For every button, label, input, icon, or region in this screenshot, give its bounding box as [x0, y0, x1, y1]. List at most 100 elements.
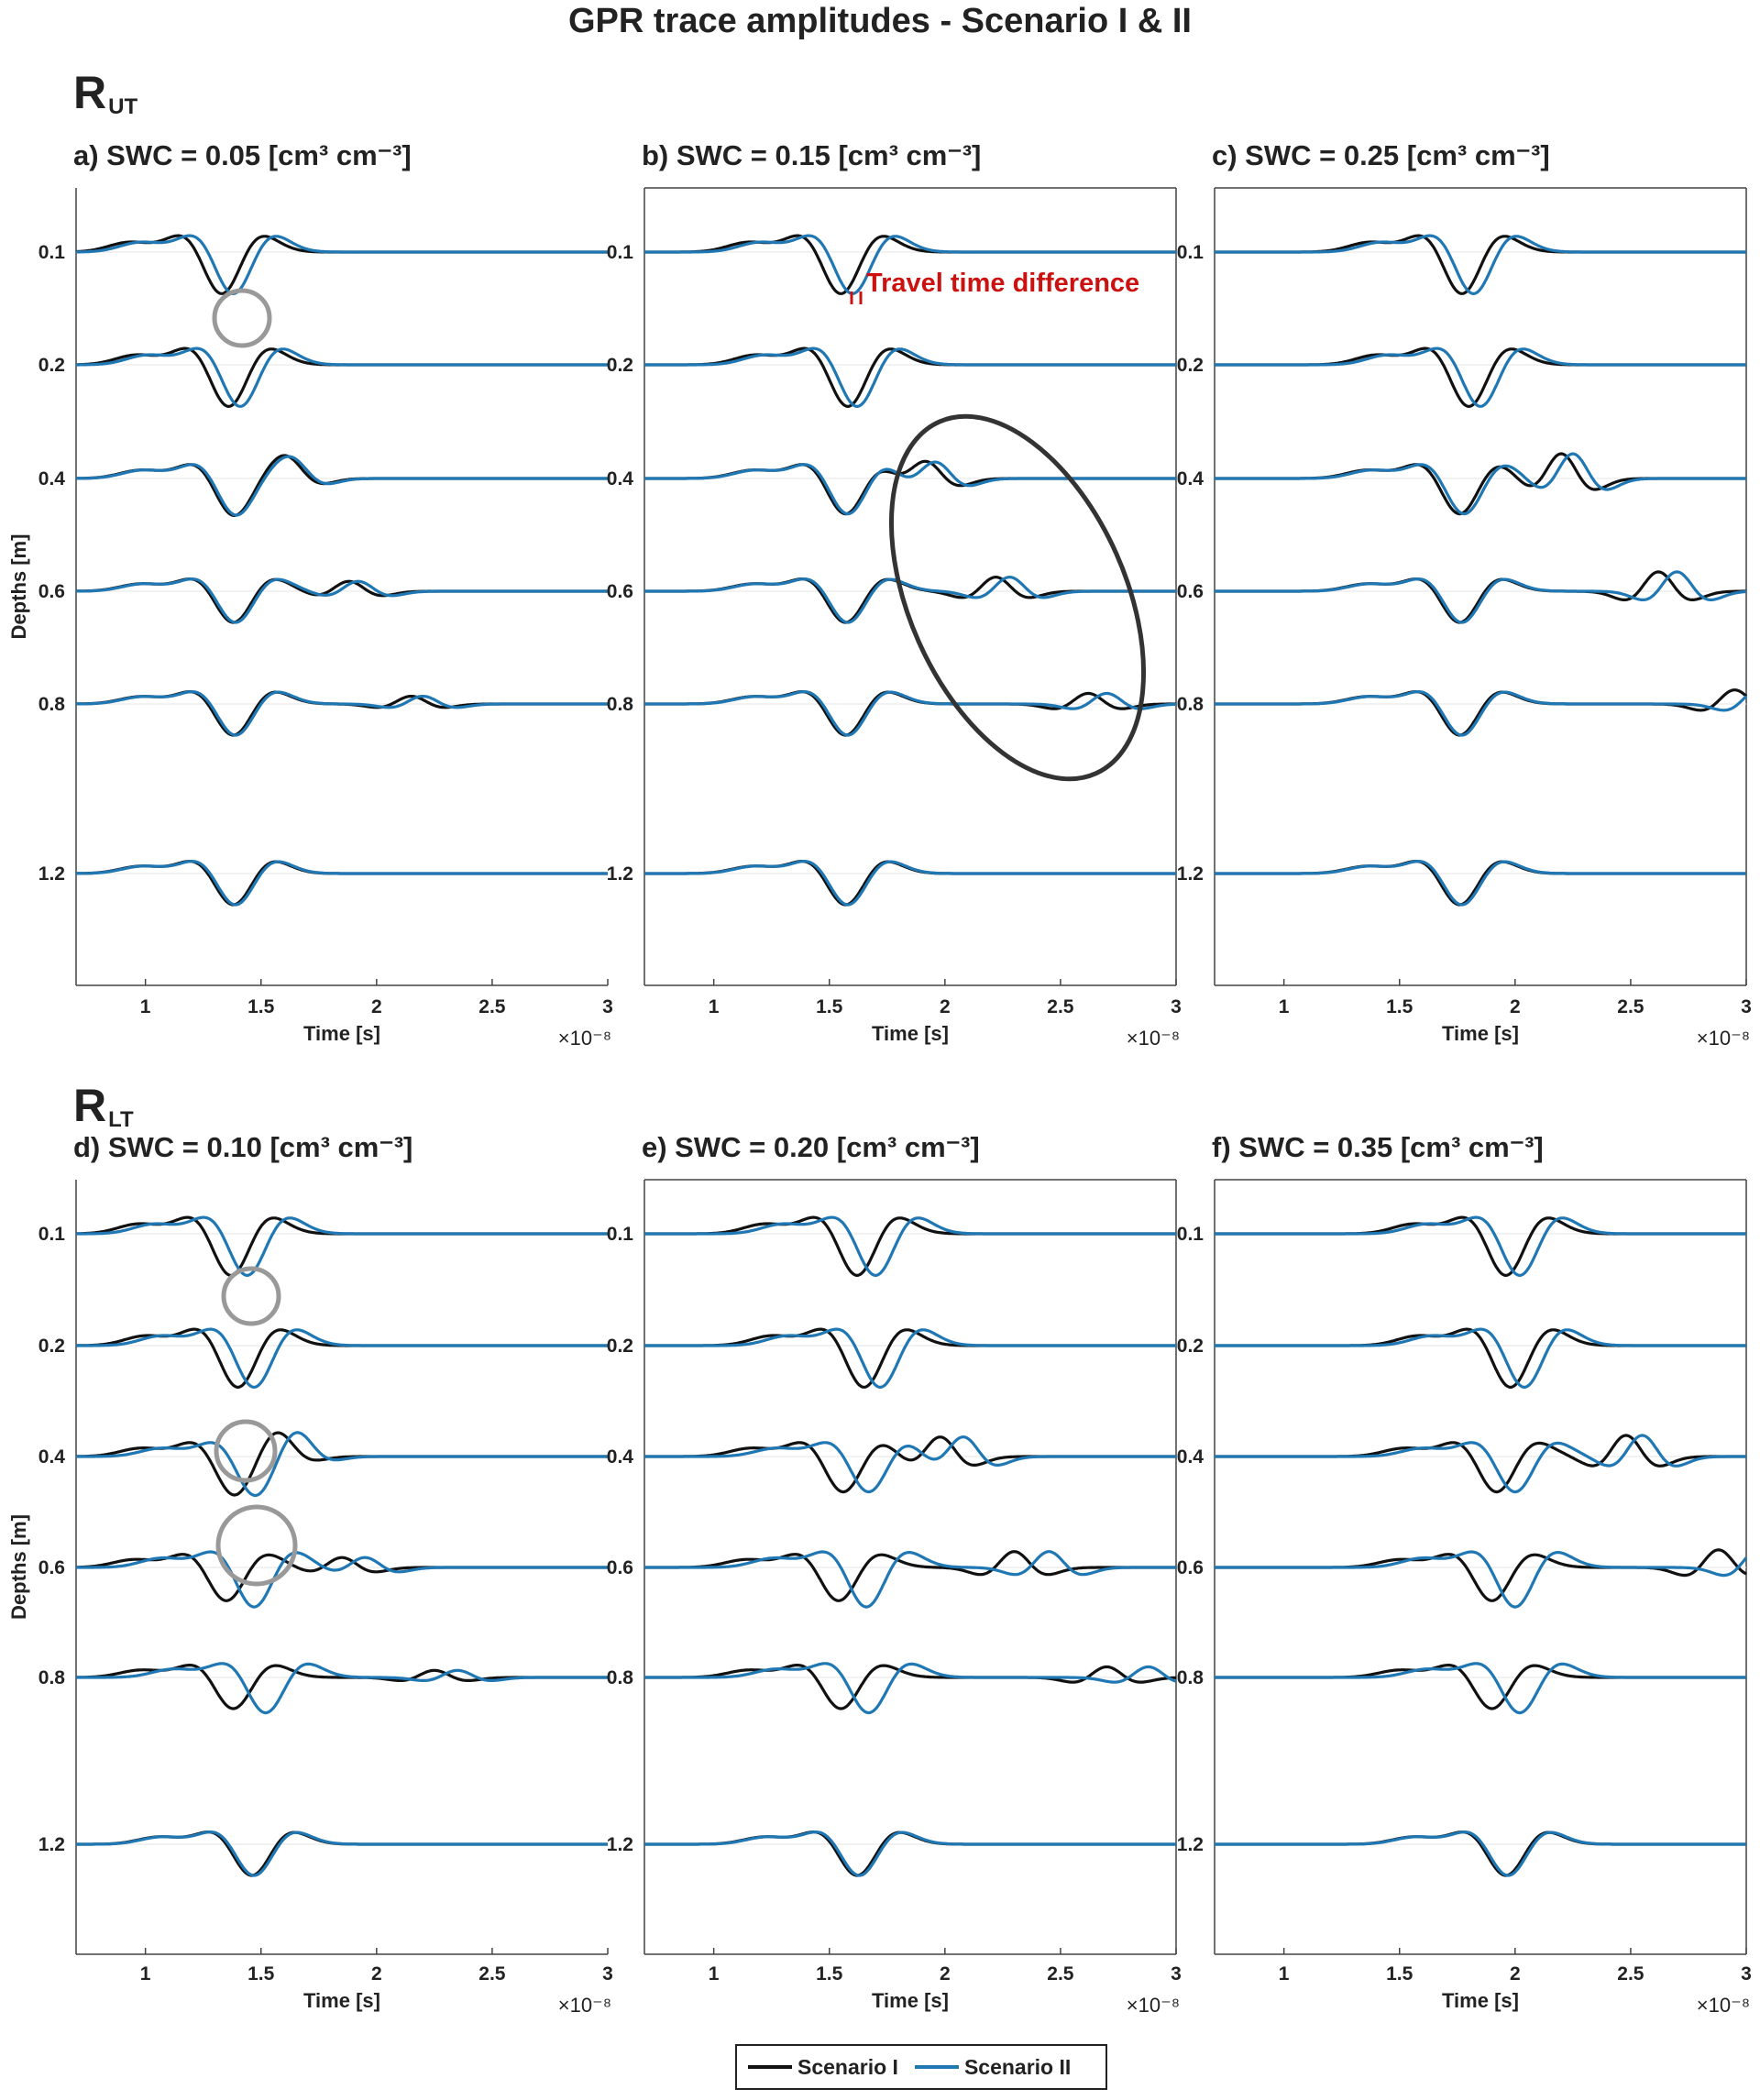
x-tick-label: 2.5 [478, 996, 506, 1017]
depth-label: 0.6 [607, 581, 633, 602]
legend-item-scenario-ii: Scenario II [914, 2054, 1072, 2080]
panel-title: d) SWC = 0.10 [cm³ cm⁻³] [73, 1131, 412, 1163]
x-tick-label: 2.5 [478, 1963, 506, 1985]
trace-scenario-ii [644, 1831, 1177, 1877]
depth-label: 0.6 [1177, 581, 1204, 602]
trace-scenario-i [644, 1215, 1177, 1277]
legend-label: Scenario I [798, 2054, 898, 2079]
trace-scenario-i [1214, 452, 1747, 516]
x-tick-label: 1 [1279, 1963, 1290, 1985]
trace-scenario-ii [75, 1831, 609, 1877]
trace-scenario-i [75, 1553, 609, 1602]
legend-label: Scenario II [963, 2054, 1072, 2079]
trace-scenario-ii [644, 234, 1177, 295]
x-tick-label: 1.5 [248, 1963, 275, 1985]
x-tick-label: 2.5 [1617, 1963, 1644, 1985]
trace-scenario-ii [75, 1662, 609, 1715]
depth-label: 0.4 [38, 468, 66, 489]
trace-scenario-ii [644, 1435, 1177, 1494]
depth-label: 0.4 [1177, 468, 1204, 489]
trace-scenario-ii [1214, 1831, 1747, 1877]
x-axis-label: Time [s] [303, 1022, 380, 1045]
trace-scenario-ii [1214, 1215, 1747, 1277]
depth-label: 0.1 [38, 1224, 66, 1245]
trace-scenario-ii [75, 690, 609, 737]
trace-scenario-ii [644, 860, 1177, 907]
depth-label: 0.8 [607, 1667, 634, 1688]
x-tick-label: 2 [1510, 996, 1521, 1017]
trace-scenario-ii [644, 690, 1177, 737]
depth-label: 0.2 [38, 1336, 65, 1357]
trace-scenario-ii [644, 346, 1177, 408]
trace-scenario-ii [1214, 1327, 1747, 1389]
depth-label: 0.1 [1177, 242, 1204, 263]
depth-label: 0.8 [1177, 1667, 1204, 1688]
trace-scenario-i [75, 234, 609, 295]
x-tick-label: 2 [940, 1963, 951, 1985]
highlight-circle [214, 1419, 278, 1483]
trace-scenario-ii [75, 234, 609, 295]
x-tick-label: 2 [371, 1963, 382, 1985]
trace-scenario-ii [75, 346, 609, 408]
x-axis-label: Time [s] [1442, 1022, 1519, 1045]
y-axis-label: Depths [m] [7, 1514, 30, 1620]
x-axis-label: Time [s] [1442, 1989, 1519, 2012]
trace-scenario-ii [75, 455, 609, 517]
trace-scenario-ii [644, 1662, 1177, 1715]
trace-scenario-ii [1214, 452, 1747, 516]
depth-label: 0.1 [1177, 1224, 1204, 1245]
depth-label: 0.8 [38, 694, 66, 715]
x-tick-label: 3 [1171, 996, 1182, 1017]
highlight-circle [221, 1266, 281, 1326]
depth-label: 0.6 [607, 1557, 633, 1578]
highlight-circle [212, 288, 272, 348]
x-tick-label: 1.5 [816, 996, 843, 1017]
depth-label: 0.2 [1177, 1336, 1204, 1357]
trace-scenario-ii [1214, 234, 1747, 295]
x-tick-label: 2.5 [1617, 996, 1644, 1017]
depth-label: 0.6 [38, 581, 65, 602]
x-tick-label: 1.5 [248, 996, 275, 1017]
x-tick-label: 1 [1279, 996, 1290, 1017]
panel-title: e) SWC = 0.20 [cm³ cm⁻³] [642, 1131, 980, 1163]
depth-label: 0.4 [38, 1446, 66, 1468]
trace-scenario-ii [75, 577, 609, 624]
x-exponent-label: ×10⁻⁸ [1697, 1027, 1750, 1050]
x-exponent-label: ×10⁻⁸ [558, 1027, 611, 1050]
x-tick-label: 3 [1741, 1963, 1752, 1985]
legend-swatch-scenario-ii [914, 2065, 959, 2069]
trace-scenario-ii [644, 1215, 1177, 1277]
x-tick-label: 1 [709, 996, 720, 1017]
trace-scenario-ii [75, 1327, 609, 1389]
x-tick-label: 3 [1171, 1963, 1182, 1985]
depth-label: 0.2 [607, 355, 633, 376]
panel-title: b) SWC = 0.15 [cm³ cm⁻³] [642, 139, 981, 171]
panel-title: f) SWC = 0.35 [cm³ cm⁻³] [1212, 1131, 1544, 1163]
trace-scenario-ii [644, 576, 1177, 624]
x-axis-label: Time [s] [872, 1989, 949, 2012]
depth-label: 0.1 [607, 1224, 634, 1245]
trace-scenario-i [644, 1831, 1177, 1877]
group-label-sub: UT [108, 94, 138, 119]
trace-scenario-i [1214, 1664, 1747, 1710]
trace-scenario-i [75, 454, 609, 517]
trace-scenario-i [644, 459, 1177, 516]
chart-panel-d: d) SWC = 0.10 [cm³ cm⁻³] 1 1.5 2 2.5 3 Time [s… [7, 1131, 613, 2017]
trace-scenario-i [644, 1550, 1177, 1602]
trace-scenario-i [1214, 1327, 1747, 1389]
x-tick-label: 3 [602, 996, 613, 1017]
depth-label: 1.2 [607, 863, 633, 885]
depth-label: 0.1 [38, 242, 66, 263]
trace-scenario-ii [1214, 690, 1748, 737]
depth-label: 0.6 [1177, 1557, 1204, 1578]
trace-scenario-i [75, 577, 609, 624]
depth-label: 0.8 [1177, 694, 1204, 715]
x-exponent-label: ×10⁻⁸ [1697, 1994, 1750, 2017]
depth-label: 0.8 [607, 694, 634, 715]
trace-scenario-ii [75, 860, 609, 907]
trace-scenario-i [75, 860, 609, 907]
x-tick-label: 1.5 [1386, 1963, 1414, 1985]
trace-scenario-ii [1214, 1550, 1748, 1609]
panel-title: a) SWC = 0.05 [cm³ cm⁻³] [73, 139, 412, 171]
